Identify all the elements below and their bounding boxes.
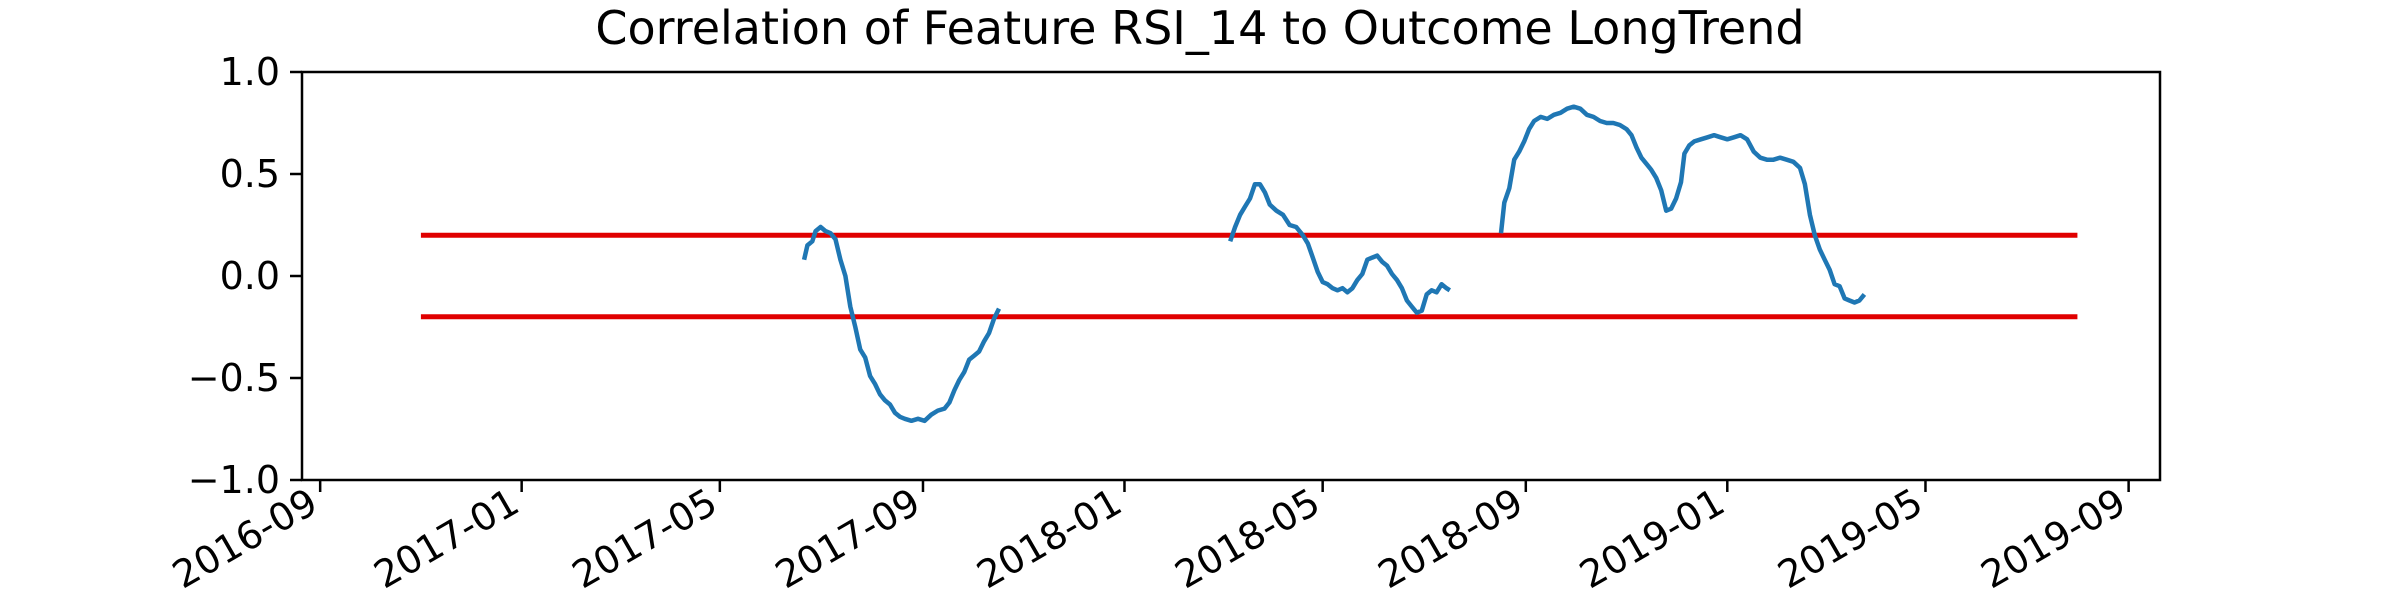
x-tick-label: 2017-09 <box>768 480 928 597</box>
x-tick-label: 2018-01 <box>969 480 1129 597</box>
plot-area <box>420 104 2078 424</box>
x-axis: 2016-09 2017-01 2017-05 2017-09 2018-01 2018-… <box>165 480 2133 597</box>
x-tick-label: 2019-01 <box>1572 480 1732 597</box>
x-tick-label: 2019-05 <box>1770 480 1930 597</box>
x-tick-label: 2017-01 <box>367 480 527 597</box>
y-tick-label: 0.5 <box>220 152 280 196</box>
plot-frame <box>300 70 2162 482</box>
x-tick-label: 2018-05 <box>1168 480 1328 597</box>
x-tick-label: 2019-09 <box>1974 480 2134 597</box>
x-tick-label: 2017-05 <box>565 480 725 597</box>
y-tick-label: 0.0 <box>220 254 280 298</box>
y-axis: 1.0 0.5 0.0 −0.5 −1.0 <box>188 50 302 502</box>
series-line-segment-2 <box>1228 181 1452 315</box>
x-tick-label: 2018-09 <box>1371 480 1531 597</box>
y-tick-label: −0.5 <box>188 356 280 400</box>
chart-title: Correlation of Feature RSI_14 to Outcome… <box>595 1 1804 55</box>
y-tick-label: −1.0 <box>188 458 280 502</box>
series-line-segment-3 <box>1498 104 1867 305</box>
series-line-segment-1 <box>801 224 1002 424</box>
y-tick-label: 1.0 <box>220 50 280 94</box>
